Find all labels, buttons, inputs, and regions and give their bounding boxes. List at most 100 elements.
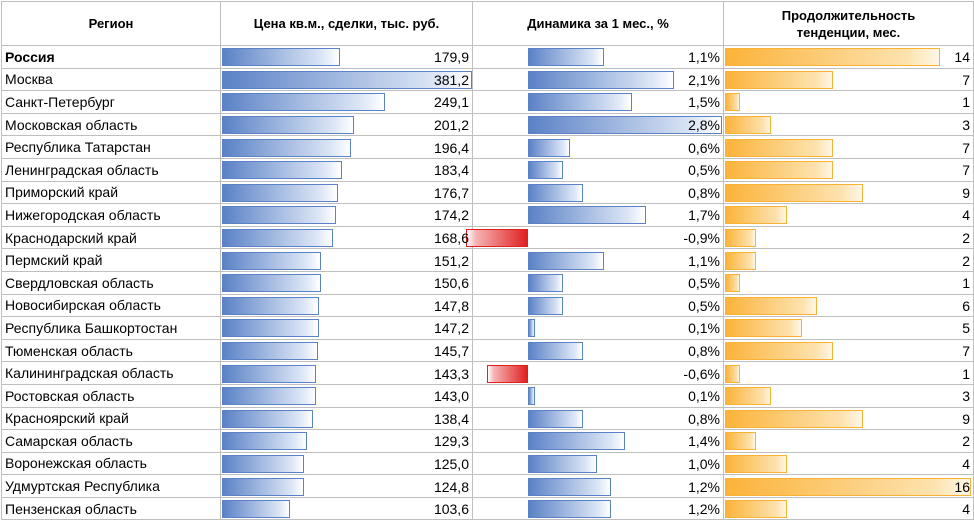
duration-bar (725, 342, 833, 361)
price-bar (222, 274, 321, 293)
price-value: 145,7 (433, 343, 469, 360)
duration-cell: 7 (723, 67, 974, 92)
price-value: 125,0 (433, 455, 469, 472)
region-name: Воронежская область (1, 451, 221, 476)
duration-value: 14 (954, 49, 970, 66)
duration-bar (725, 477, 971, 496)
price-value: 381,2 (433, 71, 469, 88)
price-cell: 124,8 (220, 474, 473, 498)
dynamics-cell: 0,8% (472, 180, 724, 205)
dynamics-value: 1,2% (688, 501, 720, 518)
duration-bar (725, 454, 787, 473)
duration-bar (725, 161, 833, 180)
price-bar (222, 161, 343, 180)
dynamics-positive-bar (528, 319, 535, 338)
dynamics-cell: 1,1% (472, 45, 724, 69)
dynamics-cell: -0,9% (466, 225, 724, 250)
dynamics-cell: 2,1% (472, 67, 724, 92)
dynamics-positive-bar (528, 251, 605, 270)
price-cell: 145,7 (220, 338, 473, 363)
duration-bar (725, 364, 741, 383)
duration-bar (725, 432, 756, 451)
dynamics-cell: 1,2% (472, 496, 724, 521)
duration-cell: 2 (723, 429, 974, 453)
duration-cell: 1 (723, 270, 974, 295)
duration-value: 6 (962, 297, 970, 314)
table-row: Ростовская область 143,0 0,1% 3 (1, 383, 974, 408)
duration-value: 1 (962, 94, 970, 111)
duration-bar (725, 274, 741, 293)
dynamics-cell: 1,1% (472, 248, 724, 272)
duration-value: 7 (962, 162, 970, 179)
price-value: 183,4 (433, 162, 469, 179)
price-bar (222, 454, 304, 473)
dynamics-cell: 2,8% (472, 112, 724, 137)
dynamics-positive-bar (528, 70, 674, 89)
duration-value: 2 (962, 252, 970, 269)
table-row: Санкт-Петербург 249,1 1,5% 1 (1, 90, 974, 114)
price-bar (222, 296, 319, 315)
dynamics-value: -0,9% (683, 230, 720, 247)
region-name: Свердловская область (1, 270, 221, 295)
price-bar (222, 206, 337, 225)
dynamics-positive-bar (528, 93, 632, 112)
dynamics-positive-bar (528, 296, 563, 315)
dynamics-cell: 0,5% (472, 270, 724, 295)
table-row: Ленинградская область 183,4 0,5% 7 (1, 157, 974, 182)
region-name: Краснодарский край (1, 225, 221, 250)
dynamics-value: 0,1% (688, 320, 720, 337)
table-row: Красноярский край 138,4 0,8% 9 (1, 406, 974, 431)
price-cell: 103,6 (220, 496, 473, 521)
duration-cell: 9 (723, 180, 974, 205)
price-cell: 143,0 (220, 383, 473, 408)
price-value: 201,2 (433, 117, 469, 134)
dynamics-positive-bar (528, 432, 625, 451)
duration-bar (725, 229, 756, 248)
header-duration: Продолжительность тенденции, мес. (723, 1, 974, 46)
price-value: 179,9 (433, 49, 469, 66)
price-cell: 168,6 (220, 225, 473, 250)
duration-value: 2 (962, 433, 970, 450)
dynamics-cell: 0,5% (472, 157, 724, 182)
dynamics-cell: 1,5% (472, 90, 724, 114)
dynamics-positive-bar (528, 161, 563, 180)
duration-value: 1 (962, 365, 970, 382)
duration-bar (725, 409, 864, 428)
duration-value: 9 (962, 184, 970, 201)
duration-cell: 1 (723, 90, 974, 114)
price-cell: 147,8 (220, 293, 473, 318)
price-bar (222, 229, 333, 248)
table-row: Республика Татарстан 196,4 0,6% 7 (1, 135, 974, 159)
dynamics-value: 0,5% (688, 162, 720, 179)
dynamics-value: 1,0% (688, 455, 720, 472)
dynamics-value: 0,1% (688, 388, 720, 405)
region-name: Новосибирская область (1, 293, 221, 318)
region-name: Республика Башкортостан (1, 316, 221, 340)
price-value: 129,3 (433, 433, 469, 450)
region-name: Нижегородская область (1, 203, 221, 227)
table-row: Москва 381,2 2,1% 7 (1, 67, 974, 92)
table-row: Россия 179,9 1,1% 14 (1, 45, 974, 69)
table-row: Нижегородская область 174,2 1,7% 4 (1, 203, 974, 227)
price-bar (222, 70, 472, 89)
price-bar (222, 183, 338, 202)
price-cell: 176,7 (220, 180, 473, 205)
duration-bar (725, 93, 741, 112)
table-row: Республика Башкортостан 147,2 0,1% 5 (1, 316, 974, 340)
duration-bar (725, 296, 818, 315)
table-row: Удмуртская Республика 124,8 1,2% 16 (1, 474, 974, 498)
dynamics-negative-bar (466, 229, 528, 248)
price-bar (222, 342, 318, 361)
duration-bar (725, 70, 833, 89)
duration-bar (725, 206, 787, 225)
duration-cell: 5 (723, 316, 974, 340)
dynamics-positive-bar (528, 274, 563, 293)
duration-value: 4 (962, 455, 970, 472)
price-value: 176,7 (433, 184, 469, 201)
dynamics-positive-bar (528, 116, 722, 135)
duration-value: 7 (962, 71, 970, 88)
dynamics-value: 1,2% (688, 478, 720, 495)
dynamics-positive-bar (528, 138, 570, 157)
duration-value: 4 (962, 501, 970, 518)
dynamics-cell: 0,8% (472, 406, 724, 431)
